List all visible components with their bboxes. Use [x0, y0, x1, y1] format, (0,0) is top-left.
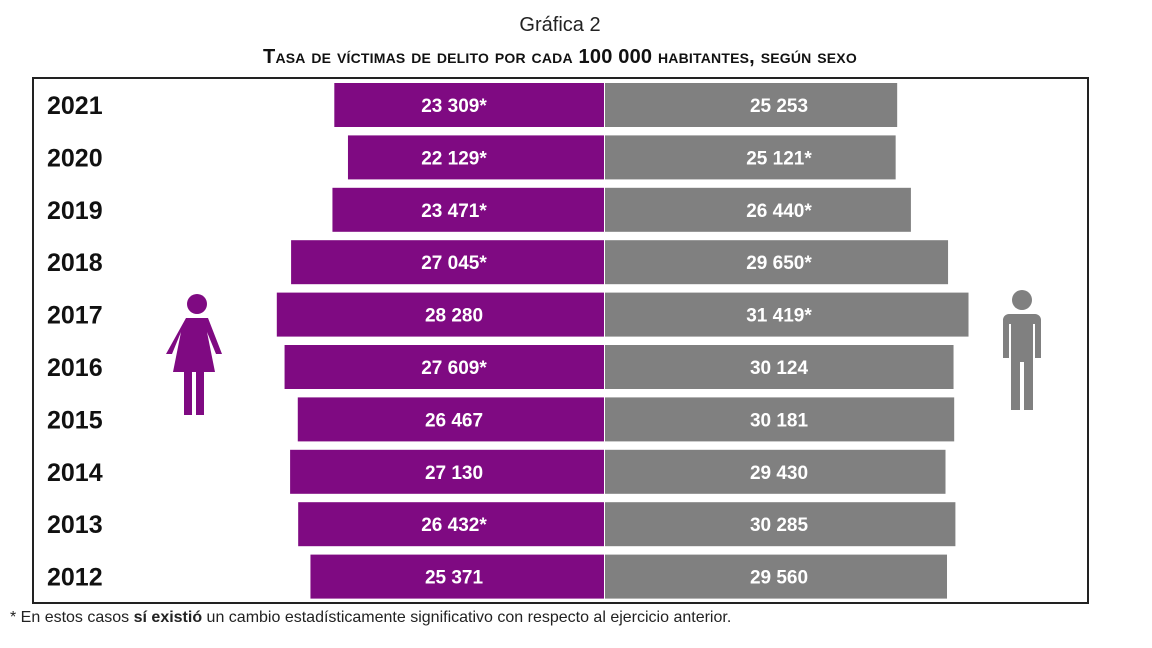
female-bar: [334, 83, 604, 127]
female-value-label: 27 045*: [421, 253, 487, 274]
year-label: 2019: [47, 197, 103, 225]
year-label: 2017: [47, 302, 103, 330]
male-value-label: 29 650*: [746, 253, 812, 274]
female-value-label: 26 467: [425, 410, 483, 431]
female-bar: [291, 240, 604, 285]
male-value-label: 30 124: [750, 358, 809, 379]
year-label: 2016: [47, 354, 103, 382]
year-label: 2014: [47, 459, 103, 487]
female-bar: [332, 187, 604, 232]
male-bar: [605, 397, 955, 442]
male-bar: [605, 502, 956, 547]
male-value-label: 25 253: [750, 96, 808, 117]
female-bar: [310, 554, 604, 599]
male-value-label: 30 285: [750, 515, 809, 536]
female-value-label: 26 432*: [421, 515, 487, 536]
year-label: 2021: [47, 92, 103, 120]
female-bar: [298, 502, 604, 547]
female-value-label: 27 609*: [421, 358, 487, 379]
year-label: 2020: [47, 144, 103, 172]
female-bar: [290, 449, 604, 494]
female-value-label: 27 130: [425, 463, 483, 484]
male-value-label: 30 181: [750, 410, 809, 431]
female-value-label: 25 371: [425, 568, 484, 589]
male-bar: [605, 187, 911, 232]
female-value-label: 23 309*: [421, 96, 487, 117]
female-value-label: 28 280: [425, 306, 483, 327]
woman-icon: [166, 294, 222, 415]
male-value-label: 29 560: [750, 568, 808, 589]
man-icon: [1003, 290, 1041, 410]
chart-title: Tasa de víctimas de delito por cada 100 …: [263, 46, 857, 68]
female-bar: [284, 345, 604, 389]
male-value-label: 26 440*: [746, 201, 812, 222]
female-bar: [347, 135, 604, 180]
male-bar: [605, 449, 946, 494]
male-bar: [605, 83, 898, 127]
footnote: * En estos casos sí existió un cambio es…: [10, 609, 731, 627]
year-label: 2013: [47, 511, 103, 539]
female-bar: [276, 292, 604, 337]
footnote-text-end: un cambio estadísticamente significativo…: [202, 609, 732, 626]
male-bar: [605, 554, 948, 599]
female-value-label: 22 129*: [421, 148, 487, 169]
male-value-label: 29 430: [750, 463, 808, 484]
male-value-label: 31 419*: [746, 306, 812, 327]
male-bar: [605, 292, 969, 337]
male-value-label: 25 121*: [746, 148, 812, 169]
footnote-bold: sí existió: [133, 609, 203, 626]
female-bar: [297, 397, 604, 442]
year-label: 2015: [47, 406, 103, 434]
male-bar: [605, 240, 949, 285]
chart-subtitle: Gráfica 2: [519, 14, 601, 36]
male-bar: [605, 135, 896, 180]
footnote-text: * En estos casos: [10, 609, 134, 626]
year-label: 2018: [47, 249, 103, 277]
male-bar: [605, 345, 954, 389]
year-label: 2012: [47, 564, 103, 592]
female-value-label: 23 471*: [421, 201, 487, 222]
